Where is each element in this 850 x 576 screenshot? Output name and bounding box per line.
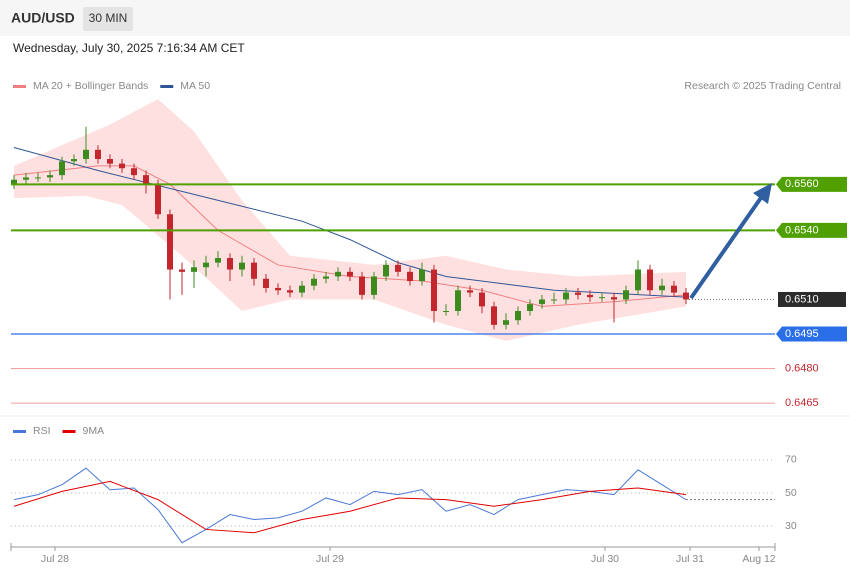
price-label: 0.6480 <box>785 362 819 374</box>
candle-body <box>335 271 341 277</box>
price-tag <box>776 326 847 342</box>
candle-body <box>167 214 173 270</box>
legend-label: 9MA <box>83 425 105 437</box>
price-label: 0.6540 <box>785 224 819 236</box>
legend-label: RSI <box>33 425 51 437</box>
candle-body <box>263 278 269 288</box>
candle-body <box>11 179 17 185</box>
candle-body <box>95 149 101 160</box>
candle-body <box>431 269 437 311</box>
candle-body <box>119 163 125 169</box>
candle-body <box>371 276 377 295</box>
candle-body <box>107 159 113 164</box>
candle-body <box>539 299 545 305</box>
candle-body <box>251 262 257 279</box>
candle-body <box>611 297 617 300</box>
projection-arrow <box>689 190 767 300</box>
candle-body <box>491 306 497 325</box>
price-label: 0.6560 <box>785 178 819 190</box>
candle-body <box>407 271 413 282</box>
candle-body <box>479 292 485 307</box>
credit: Research © 2025 Trading Central <box>684 80 841 92</box>
candle-body <box>647 269 653 291</box>
y-tick-label: 30 <box>785 520 797 532</box>
candle-body <box>395 264 401 272</box>
candle-body <box>503 320 509 325</box>
candle-body <box>467 290 473 293</box>
rsi-line <box>13 467 687 544</box>
y-tick-label: 50 <box>785 487 797 499</box>
arrow-head <box>753 183 772 204</box>
candle-body <box>275 287 281 291</box>
legend-swatch <box>13 430 26 433</box>
candle-body <box>47 175 53 178</box>
candle-body <box>659 285 665 291</box>
candle-body <box>311 278 317 286</box>
legend-swatch <box>13 85 26 88</box>
candle-body <box>383 264 389 277</box>
x-tick-label: Jul 30 <box>591 553 619 565</box>
symbol: AUD/USD <box>11 10 75 26</box>
candle-body <box>215 258 221 263</box>
timestamp: Wednesday, July 30, 2025 7:16:34 AM CET <box>13 41 245 55</box>
candle-body <box>455 290 461 311</box>
candle-body <box>35 177 41 179</box>
legend-label: MA 20 + Bollinger Bands <box>33 80 148 92</box>
candle-body <box>635 269 641 291</box>
price-label: 0.6465 <box>785 397 819 409</box>
candle-body <box>359 276 365 295</box>
candle-body <box>155 184 161 215</box>
candle-body <box>671 285 677 293</box>
candle-body <box>587 294 593 298</box>
price-tag <box>776 176 847 192</box>
candle-body <box>515 310 521 321</box>
candle-body <box>287 290 293 293</box>
x-tick-label: Jul 28 <box>41 553 69 565</box>
x-tick-label: Aug 12 <box>742 553 775 565</box>
ma50-line <box>13 147 687 298</box>
candle-body <box>71 159 77 162</box>
x-tick-label: Jul 31 <box>676 553 704 565</box>
x-tick-label: Jul 29 <box>316 553 344 565</box>
candle-body <box>191 267 197 272</box>
ma20-line <box>13 165 687 307</box>
candle-body <box>419 269 425 282</box>
interval: 30 MIN <box>89 11 128 25</box>
candle-body <box>623 290 629 300</box>
candle-body <box>563 292 569 300</box>
interval-box <box>83 7 133 31</box>
candle-body <box>299 285 305 293</box>
candle-body <box>83 149 89 160</box>
candle-body <box>227 258 233 270</box>
price-tag <box>778 291 846 307</box>
y-tick-label: 70 <box>785 454 797 466</box>
price-label: 0.6510 <box>785 293 819 305</box>
candle-body <box>59 161 65 176</box>
candle-body <box>23 177 29 180</box>
candle-body <box>179 269 185 272</box>
legend-swatch <box>62 430 76 433</box>
candle-body <box>239 262 245 270</box>
candle-body <box>599 297 605 299</box>
legend-swatch <box>160 85 174 88</box>
candle-body <box>575 292 581 295</box>
candle-body <box>347 271 353 277</box>
candle-body <box>131 168 137 176</box>
header-bar <box>0 0 850 36</box>
candle-body <box>551 299 557 301</box>
candle-body <box>683 292 689 300</box>
legend-label: MA 50 <box>180 80 210 92</box>
price-label: 0.6495 <box>785 328 819 340</box>
candle-body <box>203 262 209 268</box>
candle-body <box>143 175 149 185</box>
rsi-line <box>13 480 687 534</box>
candle-body <box>323 276 329 279</box>
bollinger-band <box>14 99 686 341</box>
candle-body <box>527 304 533 311</box>
candle-body <box>443 310 449 312</box>
price-tag <box>776 222 847 238</box>
